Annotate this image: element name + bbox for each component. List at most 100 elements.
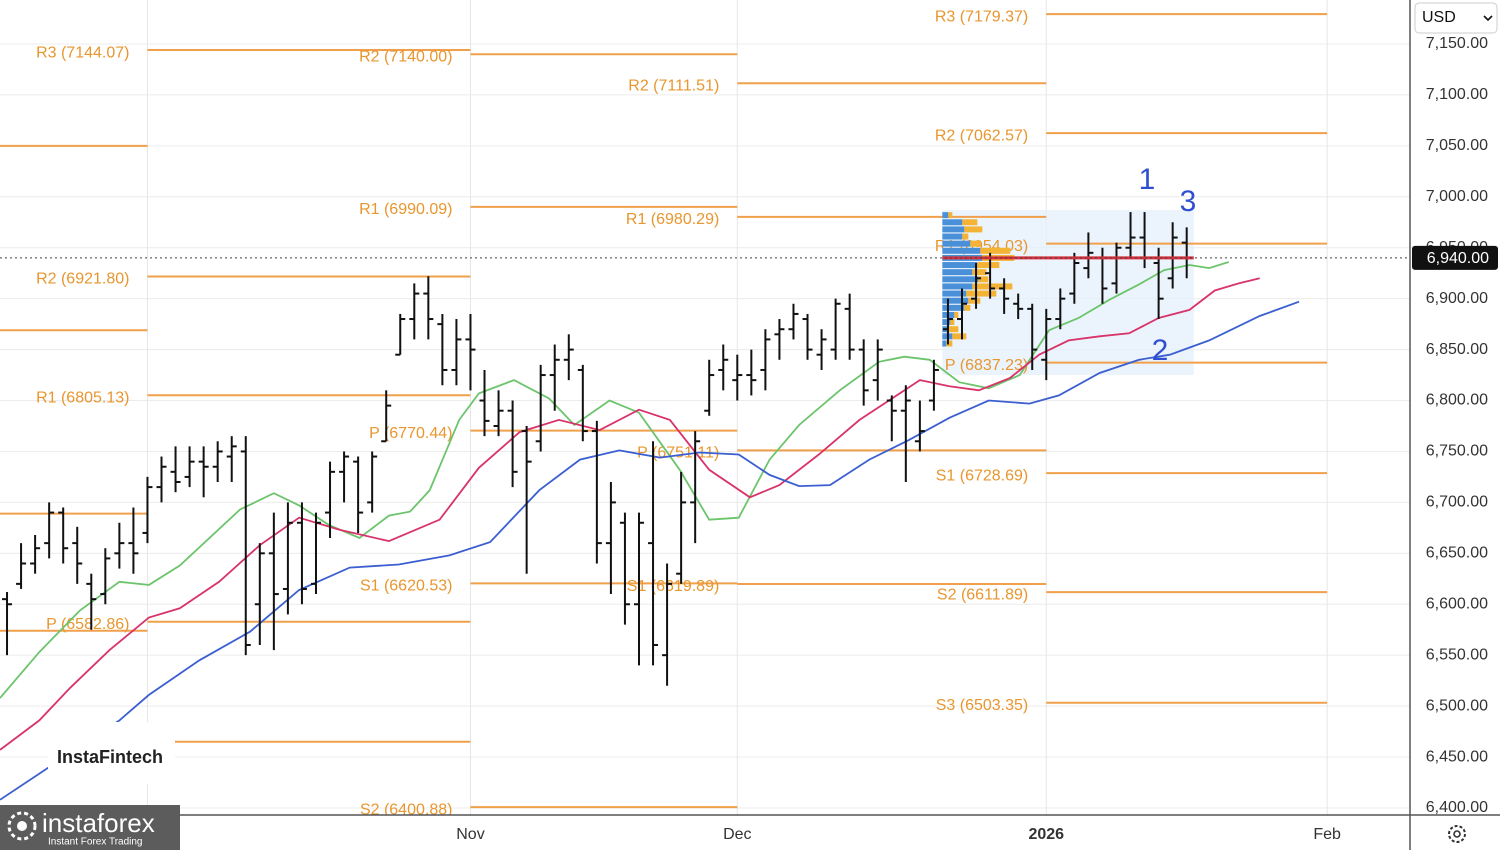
profile-sell [978,276,989,283]
ohlc-bar [268,512,279,651]
profile-buy [942,262,978,269]
ohlc-bar [86,573,97,630]
ohlc-bar [746,349,757,396]
settings-icon[interactable] [1448,825,1466,843]
dropdown-chevron[interactable] [1483,15,1493,22]
ohlc-bar [100,548,111,605]
x-tick-label: Feb [1313,826,1341,843]
ohlc-bar [1125,212,1136,258]
profile-buy [942,269,973,276]
y-tick-label: 6,450.00 [1426,748,1488,765]
ohlc-bar [619,512,630,625]
profile-sell [952,333,967,340]
ohlc-bar [648,441,659,666]
y-tick-label: 6,500.00 [1426,697,1488,714]
ohlc-bar [16,543,27,589]
ohlc-bar [184,446,195,488]
ohlc-bar [591,420,602,564]
x-tick-label: Nov [456,826,484,843]
ohlc-bar [732,354,743,401]
y-tick-label: 6,550.00 [1426,646,1488,663]
grid [0,0,1410,815]
ohlc-bar [971,263,982,309]
ohlc-bar [1167,222,1178,289]
plot-area: R3 (7144.07) R2 (6921.80) R1 (6805.13) P (6… [0,8,1410,815]
ohlc-bar [844,293,855,360]
pivot-label: S3 (6503.35) [936,697,1029,714]
pivot-label: S1 (6619.89) [627,578,720,595]
settings-button[interactable] [1448,825,1466,843]
moving-average [0,300,1300,801]
profile-buy [942,290,967,297]
ohlc-bar [535,364,546,452]
ohlc-bar [676,471,687,584]
y-tick-label: 7,150.00 [1426,35,1488,52]
ohlc-bar [226,436,237,483]
ohlc-bar [816,329,827,370]
ohlc-bar [170,446,181,493]
ohlc-bar [718,344,729,391]
ohlc-bar [72,526,83,584]
profile-buy [942,226,965,233]
ohlc-bar [872,339,883,401]
ohlc-bar [282,502,293,615]
ohlc-bar [633,512,644,666]
dropdown-box[interactable] [1414,2,1498,34]
profile-sell [972,269,987,276]
ohlc-bar [1153,247,1164,320]
y-tick-label: 7,050.00 [1426,137,1488,154]
annotation: 1 [1139,163,1156,196]
logo-icon [7,811,37,841]
y-tick-label: 6,650.00 [1426,545,1488,562]
currency-dropdown[interactable]: USD [1414,2,1498,34]
y-tick-label: 7,000.00 [1426,188,1488,205]
ohlc-bar [367,451,378,513]
ohlc-bar [914,400,925,452]
ohlc-bar [310,512,321,595]
ohlc-bar [1055,288,1066,330]
profile-buy [942,319,951,326]
ohlc-bar [114,522,125,569]
y-tick-label: 6,600.00 [1426,595,1488,612]
profile-sell [980,247,1011,254]
y-tick-label: 7,100.00 [1426,86,1488,103]
profile-sell [948,212,953,219]
ohlc-bar [240,436,251,656]
logo-icon [17,821,27,831]
ohlc-bar [437,313,448,386]
pivot-label: R3 (7144.07) [36,44,129,61]
moving-average [0,277,1260,751]
profile-sell [972,283,1013,290]
profile-sell [968,297,981,304]
ohlc-bar [1111,242,1122,294]
settings-icon[interactable] [1453,830,1461,838]
ohlc-bar [900,385,911,483]
ohlc-bar [577,364,588,442]
ohlc-bar [212,441,223,483]
pivot-label: R1 (6990.09) [359,201,452,218]
x-tick-label: 2026 [1028,826,1064,843]
profile-sell [962,233,969,240]
ohlc-bar [830,298,841,360]
ohlc-bar [353,456,364,533]
ohlc-bar [521,425,532,574]
pivot-label: S2 (6611.89) [937,586,1028,603]
ohlc-bar [479,369,490,437]
pivot-label: R3 (7179.37) [935,8,1028,25]
ohlc-bar [605,482,616,595]
watermark-box: InstaFintech [48,722,175,784]
ohlc-bar [690,431,701,544]
ohlc-bar [58,507,69,564]
profile-sell [964,226,983,233]
ohlc-bar [957,288,968,340]
pivot-label: S1 (6728.69) [936,467,1029,484]
ohlc-bar [1013,293,1024,320]
ohlc-bar [254,543,265,645]
ohlc-bar [156,456,167,503]
ohlc-bar [704,359,715,416]
pivot-label: R1 (6805.13) [36,390,129,407]
ohlc-bar [507,400,518,488]
dropdown-label[interactable]: USD [1422,9,1456,26]
ohlc-bar [774,319,785,360]
